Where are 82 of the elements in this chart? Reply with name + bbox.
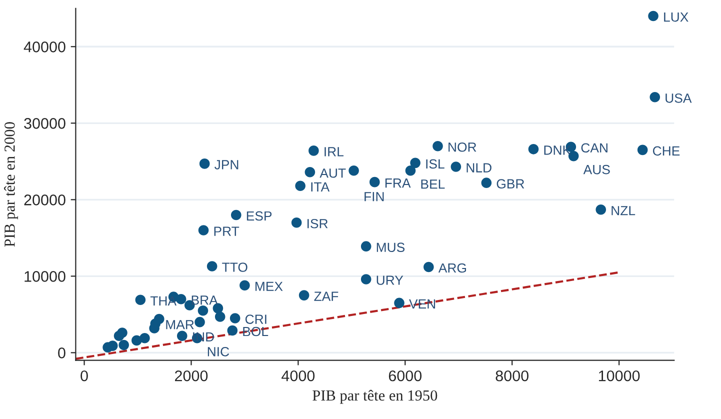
point bbox=[176, 330, 188, 342]
point bbox=[230, 210, 242, 220]
annotation: CRI bbox=[245, 314, 266, 324]
point bbox=[140, 333, 150, 344]
x-tick-label: 8000 bbox=[496, 370, 528, 382]
point bbox=[291, 217, 302, 228]
point bbox=[230, 313, 240, 324]
annotation: AUS bbox=[583, 164, 610, 174]
annotation: PRT bbox=[214, 226, 240, 236]
point bbox=[304, 166, 316, 178]
point bbox=[298, 290, 310, 300]
annotation: FIN bbox=[364, 192, 384, 202]
annotation: CAN bbox=[581, 143, 608, 153]
y-tick-label: 30000 bbox=[24, 118, 66, 129]
annotation: NLD bbox=[466, 163, 492, 172]
annotation: USA bbox=[666, 93, 692, 103]
y-axis-title: PIB par tête en 2000 bbox=[4, 122, 18, 247]
annotation: ZAF bbox=[314, 292, 338, 301]
point bbox=[308, 146, 319, 156]
point bbox=[198, 305, 208, 316]
point bbox=[432, 140, 443, 152]
annotation: ISR bbox=[308, 218, 328, 228]
point bbox=[596, 204, 606, 215]
point bbox=[424, 262, 434, 272]
point bbox=[102, 342, 113, 352]
x-tick-label: 0 bbox=[80, 370, 88, 382]
point bbox=[227, 325, 238, 336]
annotation: ITA bbox=[311, 182, 330, 192]
annotation: ARG bbox=[438, 263, 466, 273]
point bbox=[240, 280, 250, 291]
annotation: TTO bbox=[222, 262, 248, 272]
annotation: ISL bbox=[426, 159, 444, 169]
annotation: MUS bbox=[376, 242, 405, 252]
point bbox=[194, 316, 205, 328]
annotation: FRA bbox=[385, 178, 411, 188]
x-tick-label: 10000 bbox=[598, 370, 640, 382]
point bbox=[394, 298, 404, 308]
annotation: ESP bbox=[246, 211, 272, 221]
point bbox=[528, 144, 539, 154]
annotation: LUX bbox=[664, 12, 688, 22]
point bbox=[214, 312, 226, 322]
point bbox=[114, 330, 124, 342]
point bbox=[118, 340, 129, 350]
point bbox=[135, 294, 146, 306]
point bbox=[650, 92, 660, 102]
annotation: NIC bbox=[208, 346, 230, 356]
point bbox=[360, 241, 372, 252]
annotation: AUT bbox=[320, 168, 346, 178]
point bbox=[295, 180, 306, 192]
annotation: MEX bbox=[256, 282, 283, 291]
annotation: CHE bbox=[652, 146, 680, 156]
x-tick-label: 6000 bbox=[388, 370, 422, 382]
point bbox=[198, 225, 209, 236]
point bbox=[206, 261, 218, 272]
point bbox=[348, 165, 359, 176]
point bbox=[199, 158, 210, 169]
x-axis-title: PIB par tête en 1950 bbox=[312, 390, 438, 404]
point bbox=[370, 176, 380, 188]
annotation: GBR bbox=[496, 179, 524, 189]
point bbox=[410, 158, 420, 168]
point bbox=[405, 165, 416, 176]
point bbox=[176, 294, 186, 304]
y-tick-label: 40000 bbox=[24, 42, 66, 52]
point bbox=[149, 323, 160, 334]
point bbox=[648, 10, 658, 22]
annotation: MAR bbox=[166, 320, 194, 330]
point bbox=[450, 162, 462, 172]
annotation: IRL bbox=[324, 147, 344, 156]
y-tick-label: 20000 bbox=[24, 194, 66, 206]
point bbox=[637, 144, 648, 156]
annotation: NOR bbox=[448, 142, 476, 152]
x-tick-label: 2000 bbox=[174, 370, 208, 382]
annotation: BEL bbox=[421, 180, 445, 189]
annotation: JPN bbox=[214, 160, 238, 170]
annotation: URY bbox=[376, 276, 404, 285]
annotation: BRA bbox=[192, 296, 218, 305]
y-tick-label: 0 bbox=[58, 348, 66, 358]
x-tick-label: 4000 bbox=[282, 370, 315, 382]
point bbox=[360, 274, 372, 284]
y-tick-label: 10000 bbox=[24, 271, 66, 282]
annotation: NZL bbox=[612, 206, 636, 216]
point bbox=[481, 178, 492, 188]
